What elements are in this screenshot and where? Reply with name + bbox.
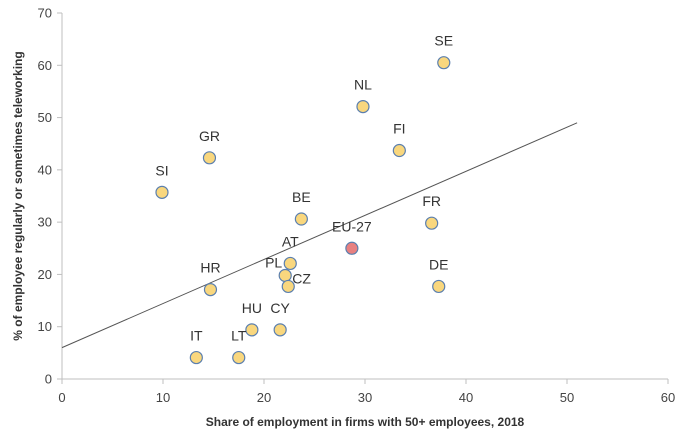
point-label-gr: GR bbox=[199, 128, 220, 144]
point-label-at: AT bbox=[282, 233, 299, 249]
y-tick-label: 10 bbox=[38, 319, 52, 334]
point-label-it: IT bbox=[190, 328, 203, 344]
point-label-fi: FI bbox=[393, 121, 405, 137]
y-axis-title: % of employee regularly or sometimes tel… bbox=[11, 51, 25, 340]
point-label-lt: LT bbox=[231, 328, 247, 344]
x-tick-label: 10 bbox=[156, 390, 170, 405]
point-label-hu: HU bbox=[242, 300, 262, 316]
data-point-cz bbox=[281, 279, 295, 294]
y-tick-label: 40 bbox=[38, 162, 52, 177]
y-tick-label: 50 bbox=[38, 110, 52, 125]
point-label-cy: CY bbox=[270, 300, 290, 316]
data-point-si bbox=[155, 185, 169, 199]
point-label-fr: FR bbox=[422, 193, 441, 209]
y-tick-label: 70 bbox=[38, 6, 52, 21]
x-tick-label: 0 bbox=[58, 390, 65, 405]
data-point-de bbox=[432, 279, 446, 294]
x-tick-label: 50 bbox=[560, 390, 574, 405]
data-point-hu bbox=[245, 323, 259, 337]
data-point-lt bbox=[232, 350, 246, 365]
x-tick-label: 20 bbox=[257, 390, 271, 405]
data-point-se bbox=[437, 56, 451, 70]
x-tick-label: 30 bbox=[358, 390, 372, 405]
data-point-be bbox=[294, 212, 308, 226]
data-point-pl bbox=[278, 268, 292, 283]
x-tick-label: 40 bbox=[459, 390, 473, 405]
data-point-nl bbox=[356, 99, 370, 114]
y-tick-label: 30 bbox=[38, 215, 52, 230]
point-label-se: SE bbox=[434, 33, 453, 49]
trendline bbox=[61, 122, 578, 349]
point-label-eu-27: EU-27 bbox=[332, 218, 372, 234]
data-point-eu-27 bbox=[345, 241, 359, 255]
data-point-hr bbox=[203, 282, 218, 297]
data-point-gr bbox=[202, 151, 217, 165]
data-point-it bbox=[189, 350, 203, 365]
y-tick-label: 60 bbox=[38, 58, 52, 73]
point-label-pl: PL bbox=[265, 254, 282, 270]
point-label-cz: CZ bbox=[292, 270, 311, 286]
point-label-de: DE bbox=[429, 256, 448, 272]
point-label-hr: HR bbox=[200, 260, 220, 276]
data-point-at bbox=[283, 256, 297, 271]
axes: 0 10 20 30 40 50 60 70 0 10 20 30 40 50 60 bbox=[38, 6, 676, 406]
point-label-be: BE bbox=[292, 189, 311, 205]
points-group bbox=[155, 56, 451, 365]
data-point-cy bbox=[273, 323, 287, 337]
x-axis-title: Share of employment in firms with 50+ em… bbox=[206, 415, 525, 429]
point-label-si: SI bbox=[155, 162, 168, 178]
y-tick-label: 20 bbox=[38, 267, 52, 282]
data-point-fi bbox=[392, 143, 406, 158]
y-tick-label: 0 bbox=[45, 372, 52, 387]
point-label-nl: NL bbox=[354, 77, 372, 93]
data-point-fr bbox=[425, 216, 439, 230]
trendline-group bbox=[61, 122, 578, 349]
x-tick-label: 60 bbox=[661, 390, 675, 405]
